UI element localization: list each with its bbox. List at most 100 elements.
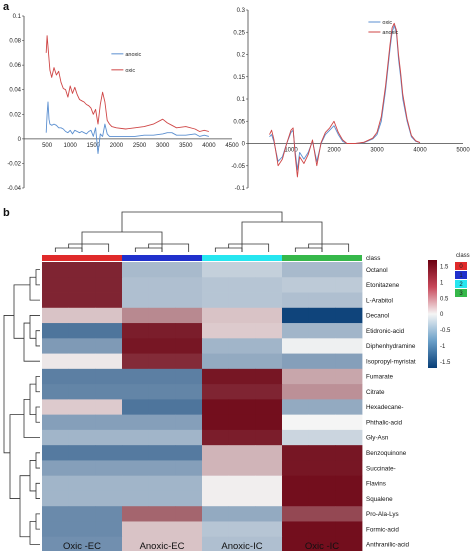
heatmap-cell bbox=[202, 262, 230, 278]
heatmap-cell bbox=[68, 353, 96, 370]
legend-label: anoxic bbox=[125, 52, 141, 58]
heatmap-cell bbox=[148, 384, 176, 400]
heatmap-cell bbox=[42, 521, 70, 538]
heatmap-cell bbox=[148, 368, 176, 385]
class-legend-swatch bbox=[455, 271, 467, 279]
dendrogram-branch bbox=[35, 406, 40, 423]
heatmap-cell bbox=[175, 475, 203, 492]
x-tick-label: 5000 bbox=[456, 148, 470, 154]
heatmap-cell bbox=[148, 414, 176, 431]
class-legend-title: class bbox=[456, 253, 470, 259]
heatmap-cell bbox=[255, 536, 283, 551]
heatmap-cell bbox=[42, 307, 70, 324]
heatmap-cell bbox=[282, 307, 310, 324]
heatmap-cell bbox=[122, 506, 150, 522]
row-label: Squalene bbox=[366, 496, 393, 503]
class-legend-swatch bbox=[455, 280, 467, 288]
dendrogram-branch bbox=[29, 521, 40, 545]
class-bar-segment bbox=[282, 255, 362, 261]
heatmap-cell bbox=[68, 490, 96, 507]
heatmap-cell bbox=[255, 506, 283, 522]
x-tick-label: 3500 bbox=[179, 143, 193, 149]
series-line-anoxic bbox=[269, 22, 421, 178]
heatmap-cell bbox=[175, 323, 203, 339]
column-label: Oxic -IC bbox=[305, 541, 339, 551]
heatmap-cell bbox=[42, 353, 70, 370]
heatmap-cell bbox=[122, 338, 150, 354]
heatmap-cell bbox=[42, 490, 70, 507]
heatmap-cell bbox=[335, 292, 363, 309]
heatmap-cell bbox=[95, 521, 123, 538]
heatmap-cell bbox=[68, 429, 96, 446]
heatmap-cell bbox=[175, 399, 203, 416]
heatmap-cell bbox=[255, 368, 283, 385]
heatmap-cell bbox=[228, 262, 256, 278]
heatmap-cell bbox=[68, 384, 96, 400]
colorbar-tick-label: -0.5 bbox=[440, 328, 451, 334]
dendrogram-branch bbox=[29, 383, 36, 416]
heatmap-cell bbox=[42, 475, 70, 492]
heatmap-cell bbox=[255, 307, 283, 324]
heatmap-cell bbox=[175, 384, 203, 400]
heatmap-cell bbox=[148, 429, 176, 446]
heatmap-cell bbox=[308, 399, 336, 416]
x-tick-label: 2000 bbox=[110, 143, 124, 149]
heatmap-cell bbox=[335, 384, 363, 400]
y-tick-label: 0 bbox=[18, 137, 22, 143]
heatmap-cell bbox=[335, 368, 363, 385]
heatmap-cell bbox=[122, 292, 150, 309]
heatmap-cell bbox=[308, 338, 336, 354]
heatmap-cell bbox=[68, 368, 96, 385]
heatmap-cell bbox=[228, 475, 256, 492]
heatmap-cell bbox=[308, 536, 336, 551]
heatmap-cell bbox=[95, 399, 123, 416]
colorbar-tick-label: 1 bbox=[440, 280, 444, 286]
heatmap-cell bbox=[308, 323, 336, 339]
heatmap-cell bbox=[228, 323, 256, 339]
heatmap-cell bbox=[228, 460, 256, 477]
heatmap-cell bbox=[122, 384, 150, 400]
dendrogram-branch bbox=[19, 475, 30, 538]
heatmap-cell bbox=[95, 292, 123, 309]
y-tick-label: 0.1 bbox=[13, 14, 22, 20]
heatmap-cell bbox=[175, 262, 203, 278]
colorbar-tick-label: 0.5 bbox=[440, 296, 449, 302]
heatmap-cell bbox=[148, 399, 176, 416]
heatmap-cell bbox=[228, 368, 256, 385]
heatmap-cell bbox=[122, 368, 150, 385]
heatmap-cell bbox=[282, 368, 310, 385]
column-label: Oxic -EC bbox=[63, 541, 101, 551]
heatmap-cell bbox=[175, 521, 203, 538]
x-tick-label: 1000 bbox=[64, 143, 78, 149]
class-bar-segment bbox=[202, 255, 282, 261]
dendrogram-branch bbox=[35, 376, 40, 393]
heatmap-cell bbox=[228, 414, 256, 431]
heatmap-cell bbox=[95, 384, 123, 400]
heatmap-cell bbox=[68, 338, 96, 354]
panel-label-a: a bbox=[3, 1, 10, 13]
heatmap-cell bbox=[308, 277, 336, 293]
heatmap-cell bbox=[228, 429, 256, 446]
row-label: Citrate bbox=[366, 389, 385, 396]
heatmap-cell bbox=[202, 338, 230, 354]
heatmap-cell bbox=[255, 445, 283, 461]
dendrogram-branch bbox=[29, 460, 36, 492]
heatmap-cell bbox=[255, 429, 283, 446]
heatmap-cell bbox=[228, 353, 256, 370]
y-tick-label: -0.02 bbox=[7, 161, 21, 167]
row-label: Etidronic-acid bbox=[366, 328, 405, 335]
y-tick-label: 0.05 bbox=[233, 119, 245, 125]
heatmap-cell bbox=[228, 521, 256, 538]
row-label: Diphenhydramine bbox=[366, 343, 416, 350]
x-tick-label: 4000 bbox=[413, 148, 427, 154]
heatmap-cell bbox=[68, 475, 96, 492]
heatmap-cell bbox=[308, 414, 336, 431]
heatmap-cell bbox=[335, 262, 363, 278]
heatmap-cell bbox=[202, 292, 230, 309]
heatmap-cell bbox=[255, 521, 283, 538]
heatmap-cell bbox=[42, 338, 70, 354]
dendrogram-branch bbox=[35, 269, 40, 286]
heatmap-cell bbox=[202, 521, 230, 538]
heatmap-cell bbox=[228, 277, 256, 293]
